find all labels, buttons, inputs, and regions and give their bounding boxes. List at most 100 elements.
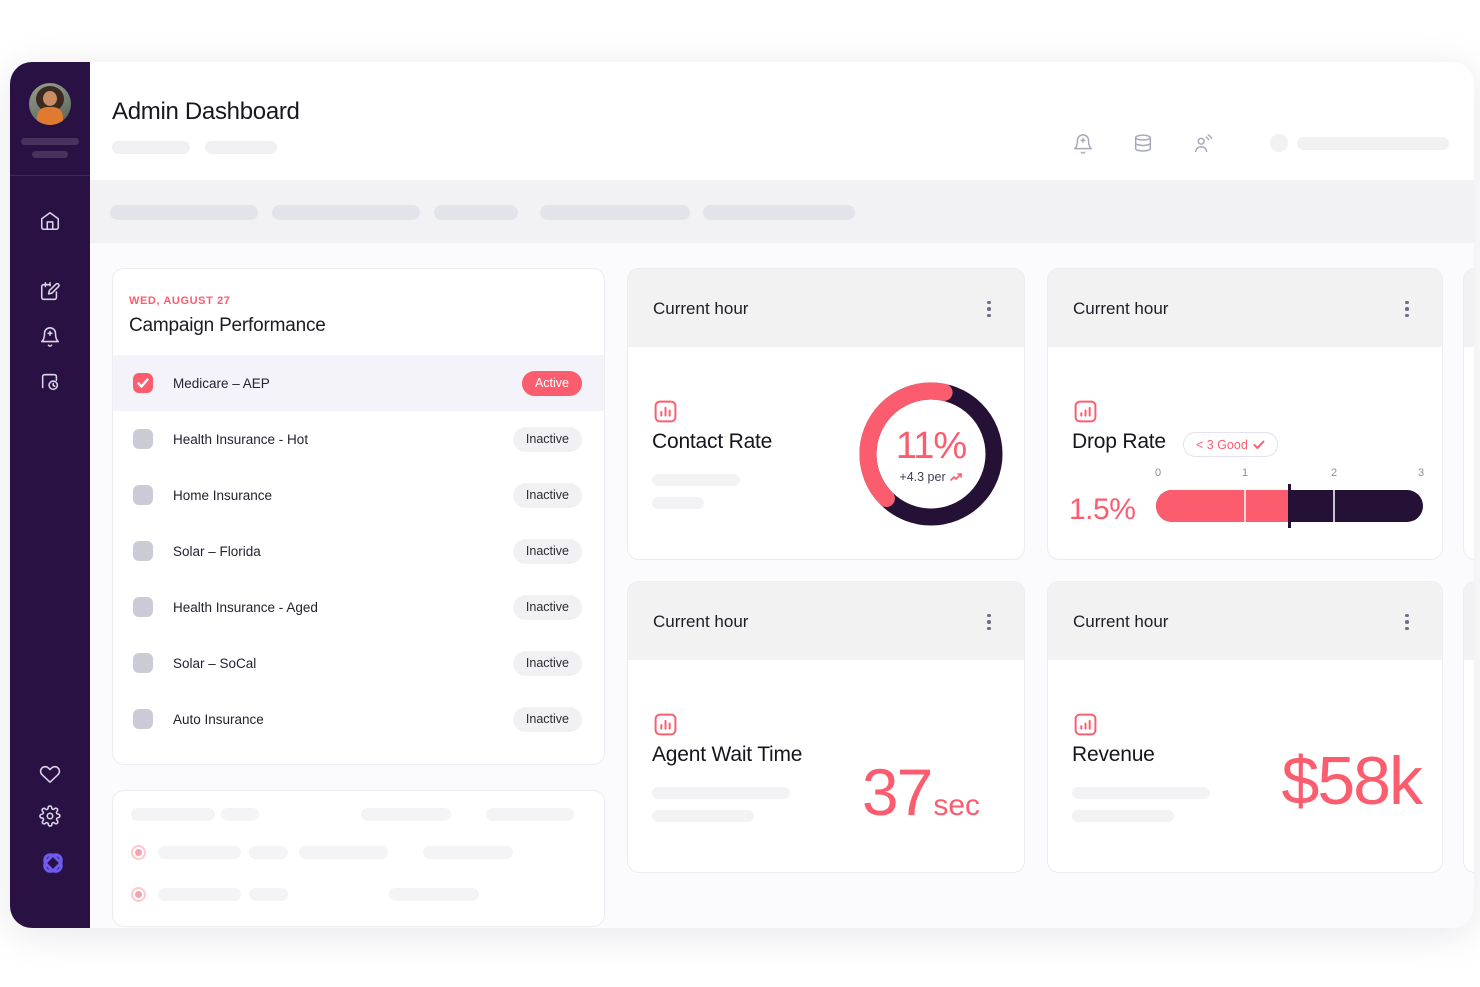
skeleton-pill <box>272 205 420 220</box>
metric-title: Agent Wait Time <box>652 743 803 766</box>
period-label: Current hour <box>653 299 749 318</box>
sidebar-bottom <box>38 743 63 928</box>
check-icon <box>1253 440 1265 449</box>
skeleton-pill <box>486 808 574 821</box>
bar-chart-icon <box>1073 399 1098 424</box>
kebab-menu-icon[interactable] <box>976 294 1002 324</box>
campaign-name: Auto Insurance <box>173 712 264 727</box>
status-badge: Active <box>521 371 582 396</box>
skeleton-pill <box>110 205 258 220</box>
gauge-tick-label: 0 <box>1154 467 1162 479</box>
kebab-menu-icon[interactable] <box>1394 294 1420 324</box>
skeleton-pill <box>249 846 288 859</box>
checkbox[interactable] <box>133 541 153 561</box>
card-header: Current hour <box>628 269 1024 347</box>
skeleton-pill <box>299 846 388 859</box>
period-label: Current hour <box>653 612 749 631</box>
gauge-tick-label: 1 <box>1241 467 1249 479</box>
campaign-performance-card: WED, AUGUST 27 Campaign Performance Medi… <box>112 268 605 765</box>
task-history-icon[interactable] <box>38 371 62 395</box>
metric-value-group: $58k <box>1281 742 1423 820</box>
target-icon <box>131 845 146 860</box>
campaign-row[interactable]: Home Insurance Inactive <box>113 467 604 523</box>
campaign-row[interactable]: Health Insurance - Hot Inactive <box>113 411 604 467</box>
checkbox[interactable] <box>133 429 153 449</box>
avatar-body <box>37 107 63 125</box>
metric-value: $58k <box>1281 743 1423 819</box>
metric-title: Drop Rate <box>1072 430 1166 453</box>
main-area: Admin Dashboard WED, AUGUST 27 <box>90 62 1474 928</box>
kebab-menu-icon[interactable] <box>1394 607 1420 637</box>
skeleton-pill <box>652 497 704 509</box>
home-icon[interactable] <box>38 210 62 234</box>
skeleton-pill <box>540 205 690 220</box>
partial-card <box>1463 581 1474 873</box>
calendar-edit-icon[interactable] <box>38 281 62 305</box>
skeleton-circle <box>1270 134 1288 152</box>
campaign-row[interactable]: Medicare – AEP Active <box>113 355 604 411</box>
page-title: Admin Dashboard <box>112 98 300 125</box>
checkbox[interactable] <box>133 597 153 617</box>
skeleton-pill <box>1072 787 1210 799</box>
campaign-list: Medicare – AEP Active Health Insurance -… <box>113 355 604 747</box>
header: Admin Dashboard <box>90 62 1474 180</box>
status-badge: Inactive <box>512 651 582 676</box>
loading-table-card <box>112 790 605 927</box>
agent-icon[interactable] <box>1192 133 1214 155</box>
avatar-face <box>43 91 57 106</box>
campaign-row[interactable]: Auto Insurance Inactive <box>113 691 604 747</box>
gauge-tick-label: 3 <box>1417 467 1425 479</box>
skeleton-pill <box>158 846 241 859</box>
partial-card <box>1463 268 1474 560</box>
campaign-date: WED, AUGUST 27 <box>129 295 231 307</box>
campaign-name: Medicare – AEP <box>173 376 270 391</box>
status-badge: Inactive <box>512 707 582 732</box>
settings-icon[interactable] <box>38 805 62 829</box>
card-header: Current hour <box>1048 582 1442 660</box>
campaign-row[interactable]: Solar – Florida Inactive <box>113 523 604 579</box>
skeleton-pill <box>361 808 451 821</box>
card-header: Current hour <box>628 582 1024 660</box>
bell-add-icon[interactable] <box>1072 133 1094 155</box>
skeleton-pill <box>652 474 740 486</box>
gauge-value-marker <box>1288 484 1291 528</box>
agent-wait-time-card: Current hour Agent Wait Time 37 sec <box>627 581 1025 873</box>
skeleton-pill <box>131 808 215 821</box>
divider <box>10 175 90 176</box>
metric-value: 1.5% <box>1069 493 1136 526</box>
app-window: Admin Dashboard WED, AUGUST 27 <box>10 62 1474 928</box>
database-icon[interactable] <box>1132 133 1154 155</box>
metric-delta: +4.3 per <box>899 469 946 484</box>
gauge-tick <box>1333 490 1335 522</box>
skeleton-pill <box>221 808 259 821</box>
checkbox[interactable] <box>133 653 153 673</box>
metric-title: Contact Rate <box>652 430 773 453</box>
status-badge: Inactive <box>512 595 582 620</box>
skeleton-pill <box>21 138 79 145</box>
checkbox-checked[interactable] <box>133 373 153 393</box>
card-header <box>1464 269 1474 347</box>
toolbar <box>90 180 1474 243</box>
sidebar <box>10 62 90 928</box>
checkbox[interactable] <box>133 709 153 729</box>
skeleton-pill <box>423 846 513 859</box>
gauge-fill <box>1156 490 1289 522</box>
brand-logo-icon[interactable] <box>38 848 63 873</box>
campaign-name: Solar – SoCal <box>173 656 257 671</box>
heart-icon[interactable] <box>38 762 62 786</box>
bell-add-icon[interactable] <box>38 326 62 350</box>
drop-rate-card: Current hour Drop Rate < 3 Good 1.5% 0 1… <box>1047 268 1443 560</box>
skeleton-pill <box>158 888 241 901</box>
avatar[interactable] <box>29 83 71 125</box>
campaign-name: Solar – Florida <box>173 544 261 559</box>
metric-value-group: 37 sec <box>862 754 980 830</box>
bar-chart-icon <box>1073 712 1098 737</box>
campaign-row[interactable]: Health Insurance - Aged Inactive <box>113 579 604 635</box>
gauge-tick <box>1244 490 1246 522</box>
kebab-menu-icon[interactable] <box>976 607 1002 637</box>
donut-chart: 11% +4.3 per <box>857 380 1005 528</box>
checkbox[interactable] <box>133 485 153 505</box>
period-label: Current hour <box>1073 612 1169 631</box>
campaign-row[interactable]: Solar – SoCal Inactive <box>113 635 604 691</box>
metric-title: Revenue <box>1072 743 1155 766</box>
